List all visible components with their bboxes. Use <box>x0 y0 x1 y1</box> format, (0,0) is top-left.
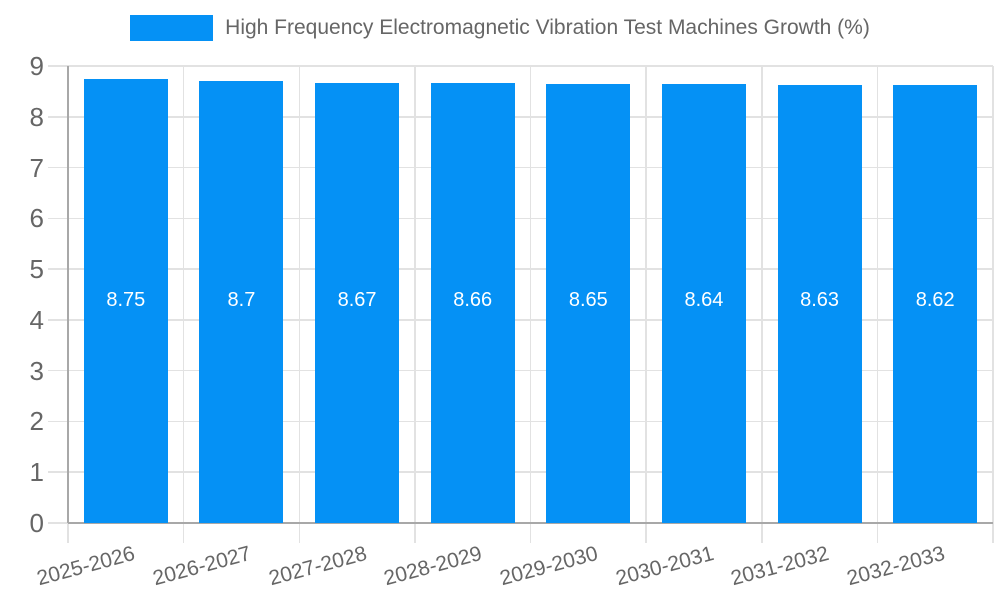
bar-value-label: 8.65 <box>568 289 608 311</box>
y-gridline <box>48 319 993 321</box>
y-gridline <box>48 369 993 372</box>
y-axis-tick-label: 0 <box>29 508 44 538</box>
bar-value-label: 8.7 <box>227 289 256 311</box>
bar-value-label: 8.62 <box>915 289 955 311</box>
x-axis-tick-label: 2031-2032 <box>728 542 832 591</box>
legend-swatch <box>130 15 214 41</box>
x-axis-tick-label: 2032-2033 <box>844 542 948 591</box>
x-axis-tick-label: 2028-2029 <box>381 542 485 591</box>
bar-2030-2031 <box>661 84 746 523</box>
bar-2032-2033 <box>893 85 978 523</box>
y-gridline <box>48 166 993 169</box>
y-axis-tick-label: 9 <box>29 51 44 81</box>
x-axis-tick-label: 2025-2026 <box>34 542 138 591</box>
y-axis-tick-label: 5 <box>29 254 44 285</box>
bar-2025-2026 <box>83 78 168 523</box>
y-gridline <box>48 471 993 473</box>
x-gridline <box>414 66 416 543</box>
x-axis-tick-label: 2026-2027 <box>150 542 254 591</box>
y-gridline <box>48 217 993 220</box>
y-gridline <box>48 268 993 270</box>
x-axis-tick-label: 2030-2031 <box>612 542 716 591</box>
y-axis-tick-label: 3 <box>29 355 44 386</box>
x-gridline <box>645 66 647 543</box>
x-gridline <box>182 66 185 543</box>
bar-value-label: 8.67 <box>337 289 377 311</box>
y-axis-line <box>67 66 69 523</box>
legend-label: High Frequency Electromagnetic Vibration… <box>225 16 870 39</box>
bar-2027-2028 <box>315 82 400 523</box>
bar-value-label: 8.75 <box>106 289 146 311</box>
bar-2031-2032 <box>777 84 862 523</box>
x-gridline <box>761 66 763 543</box>
x-gridline <box>876 66 879 543</box>
y-axis-tick-label: 2 <box>29 406 44 437</box>
y-gridline <box>48 420 993 423</box>
x-gridline <box>529 66 532 543</box>
y-axis-tick-label: 8 <box>29 101 44 132</box>
x-axis-tick-label: 2027-2028 <box>266 542 370 591</box>
y-axis-tick-label: 1 <box>29 457 44 488</box>
y-axis-tick-label: 4 <box>29 304 44 335</box>
x-axis-line <box>68 522 993 524</box>
bar-2029-2030 <box>546 83 631 523</box>
x-axis-tick-label: 2029-2030 <box>497 542 601 591</box>
y-axis-tick-label: 7 <box>29 152 44 183</box>
x-gridline <box>298 66 300 543</box>
bar-value-label: 8.66 <box>453 289 493 311</box>
x-gridline <box>992 66 994 543</box>
bar-2026-2027 <box>199 81 284 523</box>
y-axis-tick-label: 6 <box>29 203 44 234</box>
chart-legend[interactable]: High Frequency Electromagnetic Vibration… <box>0 15 1000 41</box>
y-gridline <box>48 65 993 67</box>
bar-value-label: 8.64 <box>684 289 724 311</box>
bar-value-label: 8.63 <box>800 289 840 311</box>
y-gridline <box>48 116 993 118</box>
bar-2028-2029 <box>430 83 515 523</box>
